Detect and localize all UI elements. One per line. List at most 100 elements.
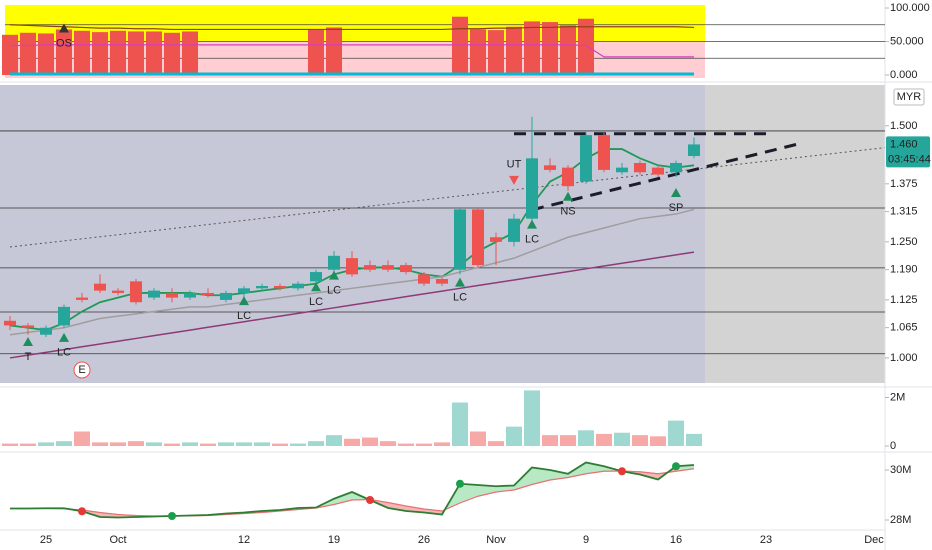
- signal-label: LC: [453, 291, 467, 303]
- bar: [308, 441, 324, 446]
- bar: [2, 443, 18, 446]
- bar: [668, 420, 684, 446]
- countdown-label: 03:45:44: [888, 153, 931, 165]
- bar: [506, 26, 522, 75]
- bar: [218, 442, 234, 446]
- x-axis: 25 Oct 12 19 26 Nov 9 16 23 Dec: [40, 534, 884, 546]
- candle-body: [598, 135, 610, 170]
- bar: [38, 33, 54, 75]
- indicator-line: [9, 24, 695, 31]
- signal-label: LC: [327, 285, 341, 297]
- candle-body: [76, 297, 88, 300]
- bar: [236, 442, 252, 446]
- bar: [452, 16, 468, 75]
- bar: [182, 31, 198, 75]
- bar: [272, 443, 288, 446]
- bar: [56, 441, 72, 446]
- crossover-dot: [78, 507, 86, 516]
- candle-body: [148, 290, 160, 298]
- candle-body: [418, 274, 430, 284]
- signal-line: [10, 468, 695, 517]
- crossover-fill: [550, 470, 568, 480]
- candle-body: [292, 283, 304, 289]
- bar: [326, 27, 342, 75]
- bar: [380, 441, 396, 446]
- indicator-line: [10, 461, 695, 519]
- signal-label: LC: [57, 347, 71, 359]
- signal-label: OS: [56, 37, 72, 49]
- crossover-dot: [456, 479, 464, 488]
- signal-marker: [23, 337, 33, 347]
- signal-marker: [239, 296, 249, 306]
- bar: [110, 442, 126, 446]
- signal-label: SP: [669, 202, 684, 214]
- signal-marker: [59, 332, 69, 342]
- signal-label: E: [78, 364, 85, 376]
- signal-label: NS: [560, 206, 575, 218]
- candle-body: [328, 255, 340, 270]
- signal-marker: [59, 23, 69, 33]
- signal-label: T: [25, 351, 32, 363]
- bar: [578, 430, 594, 446]
- candle-body: [400, 265, 412, 273]
- x-tick-label: 26: [418, 534, 430, 546]
- y-tick-label: 100.000: [890, 2, 930, 14]
- candle-body: [22, 325, 34, 328]
- bar: [182, 442, 198, 446]
- y-tick-label: 1.000: [890, 352, 918, 364]
- y-tick-label: 0: [890, 440, 896, 452]
- bar: [254, 442, 270, 446]
- candle-body: [580, 135, 592, 182]
- candle-body: [634, 162, 646, 173]
- bar: [560, 435, 576, 446]
- candle-body: [184, 292, 196, 298]
- y-tick-label: 1.375: [890, 178, 918, 190]
- bar: [650, 436, 666, 446]
- bar: [398, 443, 414, 446]
- bar: [524, 21, 540, 75]
- bar: [146, 442, 162, 446]
- candle-body: [544, 165, 556, 170]
- x-tick-label: 19: [328, 534, 340, 546]
- x-tick-label: Dec: [864, 534, 884, 546]
- bar: [578, 18, 594, 75]
- bar: [110, 30, 126, 75]
- bar: [20, 32, 36, 75]
- candle-body: [202, 292, 214, 296]
- x-tick-label: 9: [583, 534, 589, 546]
- bar: [128, 31, 144, 75]
- candle-body: [238, 288, 250, 293]
- crossover-fill: [532, 467, 550, 485]
- bar: [20, 443, 36, 446]
- signal-label: LC: [237, 310, 251, 322]
- price-tag: [886, 136, 930, 168]
- event-marker: [73, 361, 91, 379]
- candle-body: [220, 292, 232, 300]
- candle-body: [688, 144, 700, 157]
- crossover-dot: [366, 496, 374, 504]
- x-tick-label: 16: [670, 534, 682, 546]
- candle-body: [454, 209, 466, 270]
- candle-body: [310, 272, 322, 282]
- y-tick-label: 1.125: [890, 294, 918, 306]
- candle-body: [4, 320, 16, 326]
- bar: [488, 441, 504, 446]
- volume-panel: 2M 0: [2, 390, 905, 452]
- signal-marker: [509, 175, 519, 185]
- candle-body: [670, 162, 682, 173]
- bar: [470, 431, 486, 446]
- candle-body: [346, 258, 358, 275]
- candle-body: [616, 167, 628, 173]
- y-tick-label: 1.250: [890, 236, 918, 248]
- signal-marker: [455, 277, 465, 287]
- crossover-dot: [168, 512, 176, 520]
- signal-marker: [329, 270, 339, 280]
- y-tick-label: 2M: [890, 392, 905, 404]
- oscillator-panel: 100.000 50.000 0.000 OS: [2, 2, 930, 81]
- signal-label: UT: [507, 159, 522, 171]
- candle-body: [652, 167, 664, 175]
- x-tick-label: Oct: [109, 534, 126, 546]
- crossover-dot: [672, 462, 680, 471]
- x-tick-label: 12: [238, 534, 250, 546]
- bar: [452, 402, 468, 446]
